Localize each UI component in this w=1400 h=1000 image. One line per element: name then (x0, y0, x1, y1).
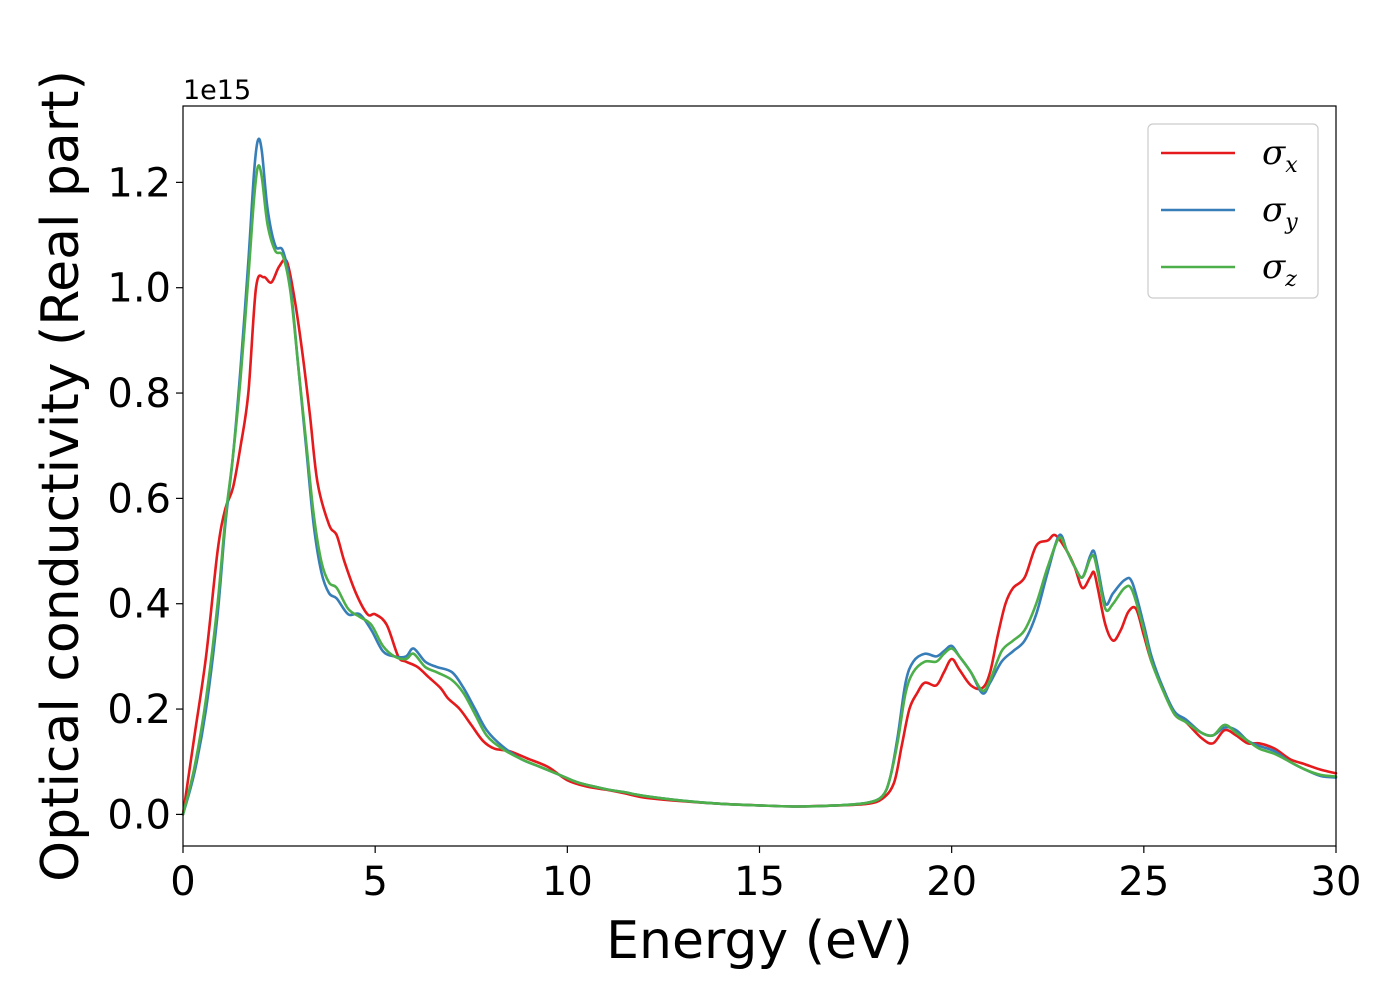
legend-label-y: σy (1262, 190, 1298, 235)
x-tick-label: 20 (926, 859, 977, 905)
y-tick-label: 1.2 (107, 160, 171, 206)
y-tick-label: 0.6 (107, 476, 171, 522)
legend-label-x: σx (1262, 133, 1298, 178)
legend-label-z: σz (1262, 247, 1297, 292)
y-tick-label: 0.2 (107, 687, 171, 733)
y-axis-title: Optical conductivity (Real part) (31, 70, 91, 882)
legend: σx σy σz (1147, 123, 1319, 299)
x-tick-label: 5 (362, 859, 387, 905)
y-tick-label: 0.0 (107, 792, 171, 838)
x-tick-label: 10 (542, 859, 593, 905)
series-line-x (181, 258, 1338, 816)
series-layer (181, 137, 1338, 816)
y-tick-label: 1.0 (107, 266, 171, 312)
x-tick-label: 25 (1118, 859, 1169, 905)
series-line-z (181, 164, 1338, 816)
x-tick-label: 0 (170, 859, 195, 905)
tick-layer: 0 5 10 15 20 25 30 0.0 0.2 0.4 0.6 0.8 1.0 1.2 (107, 160, 1361, 905)
x-axis-title: Energy (eV) (606, 911, 913, 971)
y-tick-label: 0.8 (107, 371, 171, 417)
x-tick-label: 15 (734, 859, 785, 905)
x-tick-label: 30 (1311, 859, 1362, 905)
y-tick-label: 0.4 (107, 582, 171, 628)
y-offset-label: 1e15 (183, 75, 251, 106)
